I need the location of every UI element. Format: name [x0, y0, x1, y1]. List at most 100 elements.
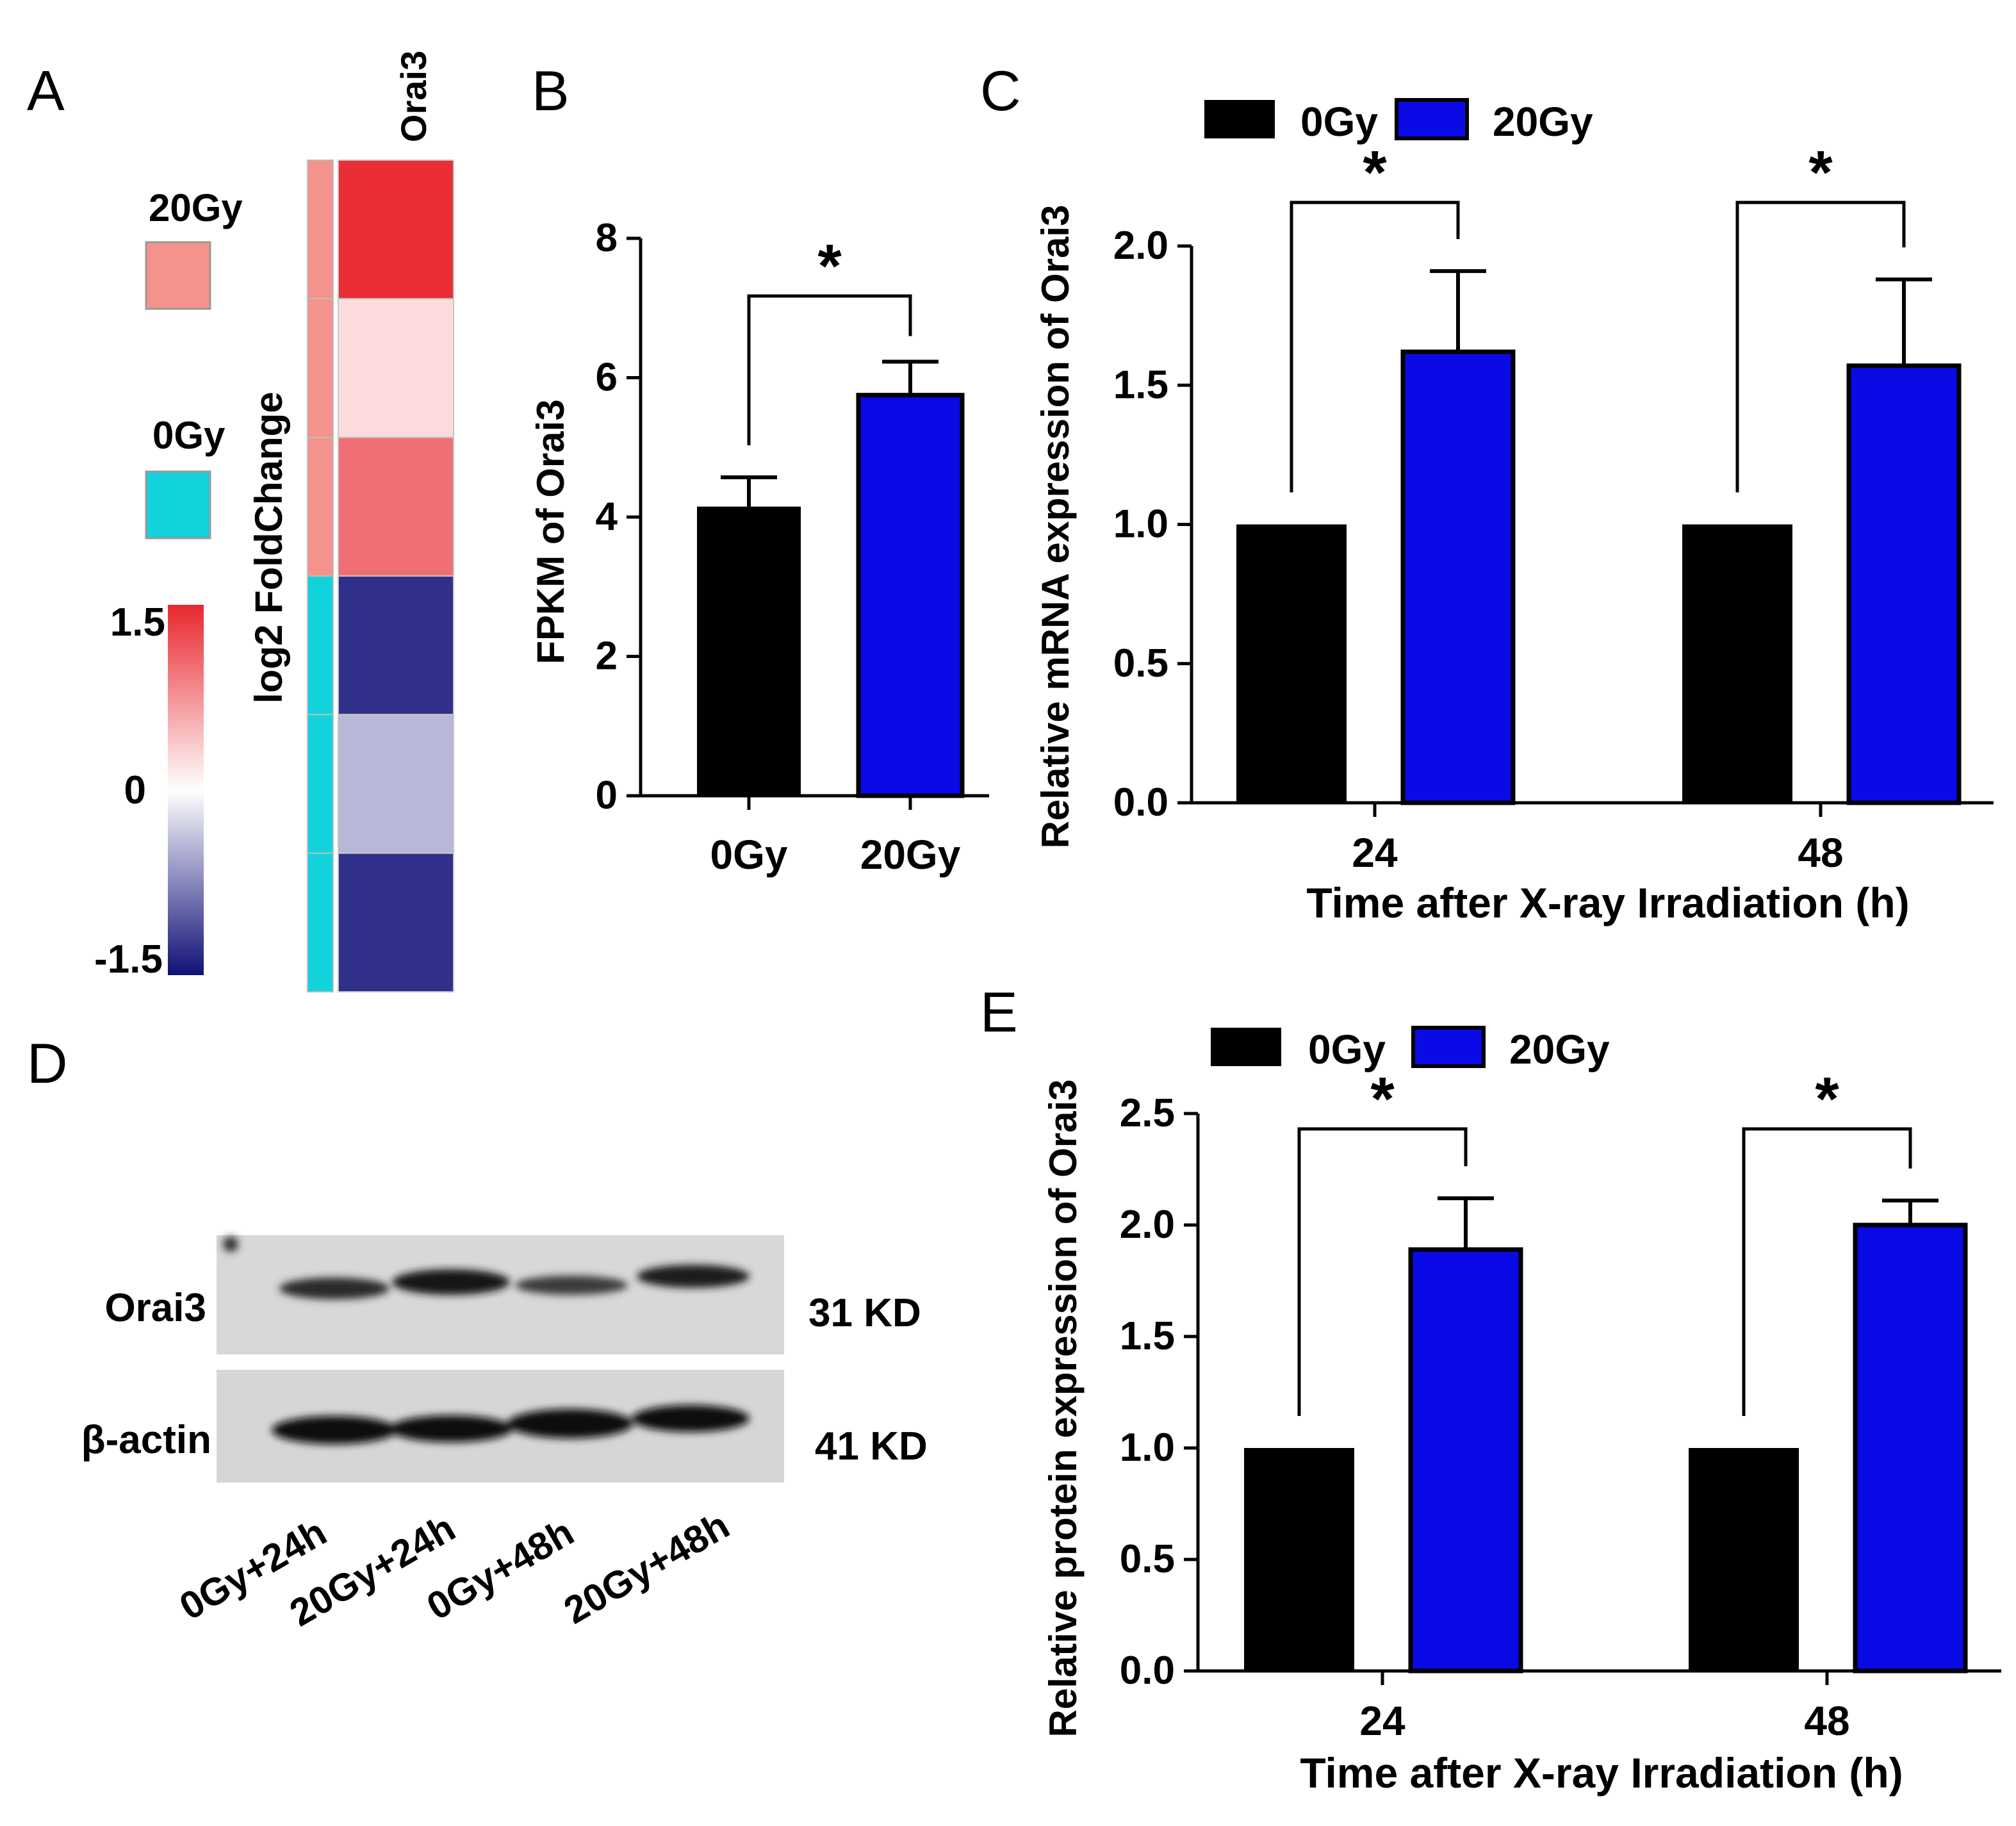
panel-c-x-tick-label: 48 — [1798, 830, 1843, 876]
colorbar-tick-high: 1.5 — [110, 600, 165, 645]
panel-e-y-tick-label: 0.5 — [1120, 1537, 1175, 1581]
panel-b-y-tick-label: 2 — [596, 634, 618, 679]
panel-e-xlabel: Time after X-ray Irradiation (h) — [1300, 1749, 1903, 1797]
heatmap-cell — [338, 714, 454, 854]
panel-e-significance-24-asterisk: * — [1370, 1065, 1395, 1133]
panel-e-y-tick-label: 1.5 — [1120, 1314, 1175, 1358]
panel-b-x-tick-label: 20Gy — [860, 832, 961, 878]
panel-e-bar-20gy-24 — [1408, 1247, 1523, 1674]
colorbar-tick-zero: 0 — [124, 768, 146, 812]
band-actin-lane1 — [272, 1416, 397, 1444]
panel-b-y-tick-label: 4 — [596, 495, 618, 539]
heatmap-group-cell — [307, 160, 334, 300]
panel-c-y-ticks: 0.0 0.5 1.0 1.5 2.0 — [1113, 224, 1192, 825]
heatmap-column-label: Orai3 — [393, 51, 434, 142]
panel-c-significance-48-asterisk: * — [1808, 138, 1833, 207]
heatmap-group-cell — [307, 714, 334, 854]
panel-e-significance-48-asterisk: * — [1815, 1065, 1839, 1133]
band-actin-lane3 — [507, 1409, 633, 1438]
panel-b-y-tick-label: 8 — [596, 216, 618, 260]
panel-letter-a: A — [27, 59, 65, 122]
panel-c-bar-0gy-48 — [1682, 524, 1792, 803]
legend-20gy-label: 20Gy — [149, 186, 243, 229]
panel-e-y-ticks: 0.0 0.5 1.0 1.5 2.0 2.5 — [1120, 1091, 1198, 1693]
panel-e-legend-0gy-swatch — [1211, 1028, 1281, 1066]
legend-20gy-swatch — [145, 241, 211, 310]
panel-c-y-tick-label: 2.0 — [1113, 224, 1168, 268]
panel-c-y-tick-label: 1.0 — [1113, 502, 1168, 547]
panel-c-y-tick-label: 1.5 — [1113, 363, 1168, 407]
panel-c-x-tick-label: 24 — [1352, 830, 1398, 876]
panel-c-legend-20gy-label: 20Gy — [1493, 99, 1593, 145]
heatmap-cell — [338, 298, 454, 438]
heatmap-group-strip — [307, 160, 334, 992]
panel-c-legend-0gy-swatch — [1204, 100, 1275, 138]
panel-e-legend-20gy-label: 20Gy — [1509, 1026, 1610, 1073]
legend-0gy-label: 0Gy — [152, 414, 225, 457]
blot-marker-spot — [223, 1237, 238, 1252]
panel-b-bars: * 0Gy 20Gy — [697, 232, 965, 878]
panel-b-bar-chart: FPKM of Orai3 0 2 4 6 8 * 0Gy 20Gy — [529, 216, 989, 878]
band-actin-lane2 — [389, 1415, 512, 1442]
heatmap-cell — [338, 852, 454, 992]
panel-e-ylabel: Relative protein expression of Orai3 — [1042, 1079, 1085, 1737]
panel-c-bar-20gy-24 — [1400, 349, 1516, 805]
heatmap-cell — [338, 575, 454, 716]
heatmap-cell — [338, 436, 454, 577]
panel-b-y-tick-label: 6 — [596, 356, 618, 400]
panel-c-significance-24-asterisk: * — [1363, 138, 1387, 207]
colorbar-tick-low: -1.5 — [94, 937, 163, 982]
panel-c-bar-0gy-24 — [1236, 524, 1347, 803]
panel-e-y-tick-label: 1.0 — [1120, 1426, 1175, 1470]
panel-c-ylabel: Relative mRNA expression of Orai3 — [1034, 205, 1077, 849]
panel-letter-c: C — [980, 59, 1021, 122]
heatmap-group-cell — [307, 436, 334, 577]
colorbar — [168, 605, 204, 975]
panel-c-y-tick-label: 0.5 — [1113, 641, 1168, 686]
panel-d-western-blot: Orai3 β-actin 31 KD 41 KD 0Gy+24h 20Gy+2… — [81, 1235, 928, 1634]
panel-c-legend-0gy-label: 0Gy — [1300, 99, 1378, 145]
heatmap-group-cell — [307, 298, 334, 438]
panel-e-y-tick-label: 0.0 — [1120, 1649, 1175, 1693]
panel-c-bar-20gy-48 — [1846, 363, 1962, 805]
panel-e-significance-24-bracket — [1297, 1127, 1468, 1416]
band-orai3-lane4 — [637, 1265, 750, 1288]
panel-e-bar-chart: 0Gy 20Gy Relative protein expression of … — [1042, 1026, 2001, 1797]
legend-0gy-swatch — [145, 470, 211, 539]
panel-b-ylabel: FPKM of Orai3 — [529, 399, 572, 664]
panel-letter-d: D — [27, 1032, 68, 1095]
panel-e-bar-0gy-24 — [1244, 1448, 1354, 1671]
panel-c-significance-48-bracket — [1735, 201, 1906, 493]
panel-c-bar-chart: 0Gy 20Gy Relative mRNA expression of Ora… — [1034, 98, 1994, 926]
panel-c-significance-24-bracket — [1290, 201, 1460, 493]
band-orai3-lane3 — [515, 1276, 628, 1295]
panel-b-significance-bracket — [747, 294, 912, 446]
panel-c-y-tick-label: 0.0 — [1113, 780, 1168, 825]
panel-b-bar-20gy — [856, 393, 965, 798]
panel-letter-b: B — [532, 59, 570, 122]
heatmap-group-cell — [307, 575, 334, 716]
panel-e-bar-0gy-48 — [1689, 1448, 1799, 1671]
blot-size-actin: 41 KD — [815, 1424, 928, 1468]
panel-c-xlabel: Time after X-ray Irradiation (h) — [1306, 879, 1909, 926]
panel-e-bar-20gy-48 — [1853, 1222, 1968, 1674]
panel-e-x-tick-label: 24 — [1359, 1698, 1405, 1744]
heatmap-cells — [338, 160, 454, 992]
panel-b-x-tick-label: 0Gy — [710, 832, 788, 878]
panel-e-legend-0gy-label: 0Gy — [1308, 1026, 1386, 1073]
blot-size-orai3: 31 KD — [808, 1291, 921, 1335]
band-actin-lane4 — [632, 1405, 750, 1432]
panel-e-y-tick-label: 2.0 — [1120, 1203, 1175, 1247]
panel-e-significance-48-bracket — [1742, 1127, 1912, 1416]
blot-label-orai3: Orai3 — [104, 1286, 206, 1330]
panel-b-significance-asterisk: * — [817, 232, 842, 300]
panel-c-legend-20gy-swatch — [1395, 98, 1469, 140]
panel-b-y-ticks: 0 2 4 6 8 — [596, 216, 641, 818]
panel-a-heatmap: Orai3 20Gy 0Gy log2 FoldChange 1.5 0 -1.… — [94, 51, 454, 992]
panel-letter-e: E — [980, 980, 1018, 1044]
panel-c-bars: * 24 * 48 — [1236, 138, 1962, 876]
blot-label-actin: β-actin — [81, 1418, 211, 1462]
panel-e-x-tick-label: 48 — [1804, 1698, 1849, 1744]
band-orai3-lane1 — [279, 1278, 389, 1299]
